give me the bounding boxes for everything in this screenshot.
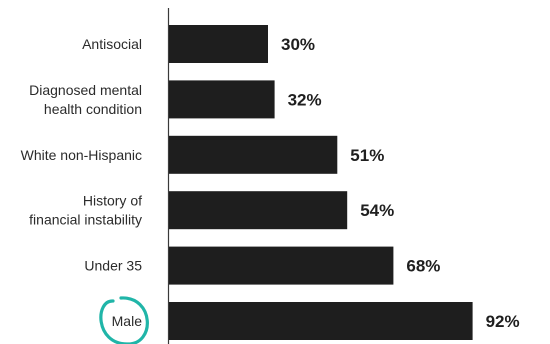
bars: [169, 25, 473, 340]
category-label-line: Under 35: [84, 258, 142, 274]
bar-3: [169, 191, 348, 230]
bar-5: [169, 302, 473, 340]
category-label-line: Antisocial: [82, 36, 142, 52]
category-label-2: White non-Hispanic: [21, 147, 142, 163]
value-label-1: 32%: [288, 90, 322, 109]
category-label-5: Male: [112, 313, 143, 329]
category-labels: Antisocial Diagnosed mental health conditi…: [21, 36, 143, 329]
value-label-0: 30%: [281, 35, 315, 54]
category-label-line: History of: [83, 193, 142, 209]
value-label-4: 68%: [406, 257, 440, 276]
category-label-line: Male: [112, 313, 143, 329]
value-label-5: 92%: [486, 312, 520, 331]
bar-4: [169, 246, 394, 285]
highlight: [99, 296, 149, 344]
bar-0: [169, 25, 268, 63]
value-label-3: 54%: [360, 201, 394, 220]
category-label-line: White non-Hispanic: [21, 147, 142, 163]
value-label-2: 51%: [350, 146, 384, 165]
category-label-line: Diagnosed mental: [29, 82, 142, 98]
category-label-line: health condition: [44, 101, 142, 117]
category-label-line: financial instability: [29, 212, 142, 228]
category-label-0: Antisocial: [82, 36, 142, 52]
highlight-circle: [99, 296, 149, 344]
category-label-3: History of financial instability: [29, 193, 142, 228]
value-labels: 30% 32% 51% 54% 68% 92%: [281, 35, 520, 331]
bar-2: [169, 135, 338, 174]
category-label-1: Diagnosed mental health condition: [29, 82, 142, 117]
bar-1: [169, 80, 275, 119]
category-label-4: Under 35: [84, 258, 142, 274]
